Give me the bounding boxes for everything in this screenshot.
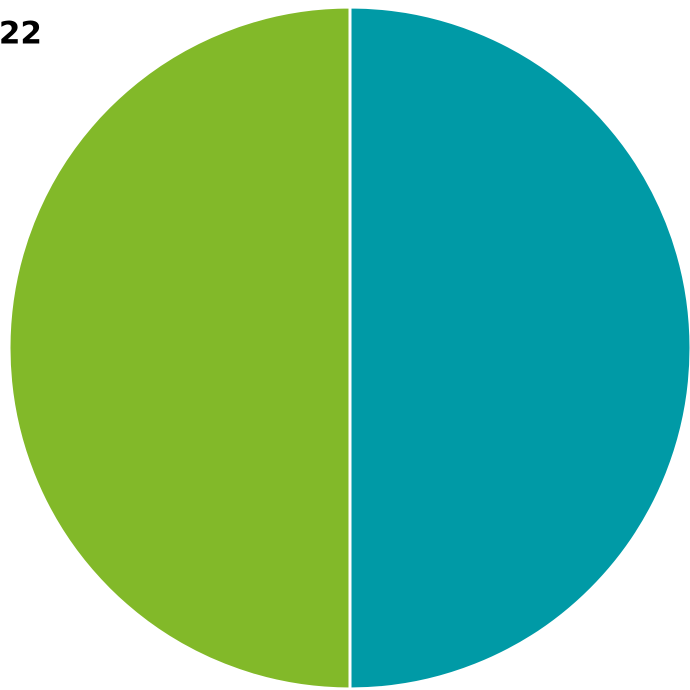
pie <box>7 5 690 690</box>
chart-title: 22 <box>0 16 42 52</box>
pie-slice <box>348 5 690 690</box>
pie-slice <box>7 5 352 690</box>
